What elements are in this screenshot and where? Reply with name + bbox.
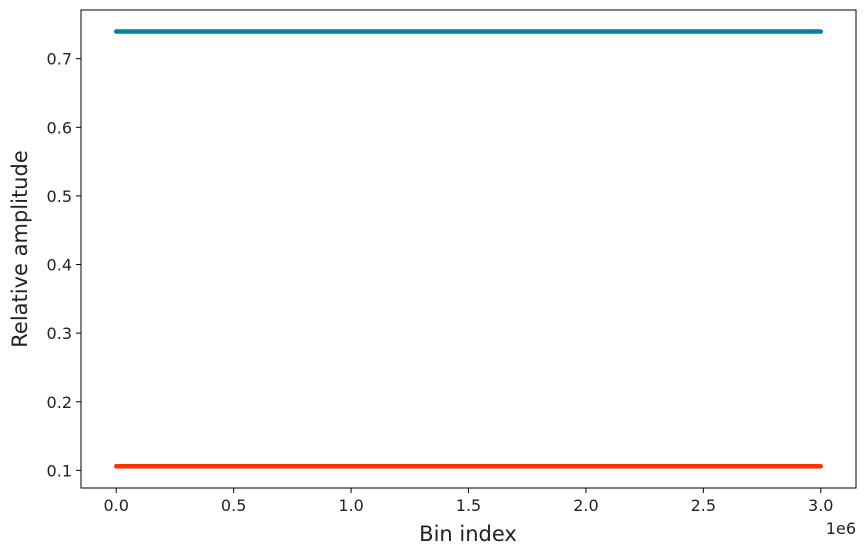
y-tick-label: 0.3 (47, 324, 72, 343)
x-axis: 0.0 0.5 1.0 1.5 2.0 2.5 3.0 (104, 488, 833, 515)
x-tick-label: 0.0 (104, 496, 129, 515)
series-layer (113, 29, 824, 469)
x-tick-label: 1.0 (338, 496, 363, 515)
y-tick-label: 0.4 (47, 256, 72, 275)
x-offset-label: 1e6 (826, 519, 856, 538)
x-tick-label: 2.5 (691, 496, 716, 515)
y-tick-label: 0.5 (47, 187, 72, 206)
plot-frame (80, 9, 857, 489)
x-tick-label: 1.5 (456, 496, 481, 515)
y-axis-label: Relative amplitude (8, 150, 32, 347)
y-tick-label: 0.7 (47, 50, 72, 69)
y-axis: 0.1 0.2 0.3 0.4 0.5 0.6 0.7 (47, 50, 81, 480)
x-tick-label: 0.5 (221, 496, 246, 515)
y-tick-label: 0.6 (47, 118, 72, 137)
x-axis-label: Bin index (419, 522, 517, 546)
y-tick-label: 0.2 (47, 393, 72, 412)
x-tick-label: 3.0 (808, 496, 833, 515)
y-tick-label: 0.1 (47, 461, 72, 480)
x-tick-label: 2.0 (573, 496, 598, 515)
